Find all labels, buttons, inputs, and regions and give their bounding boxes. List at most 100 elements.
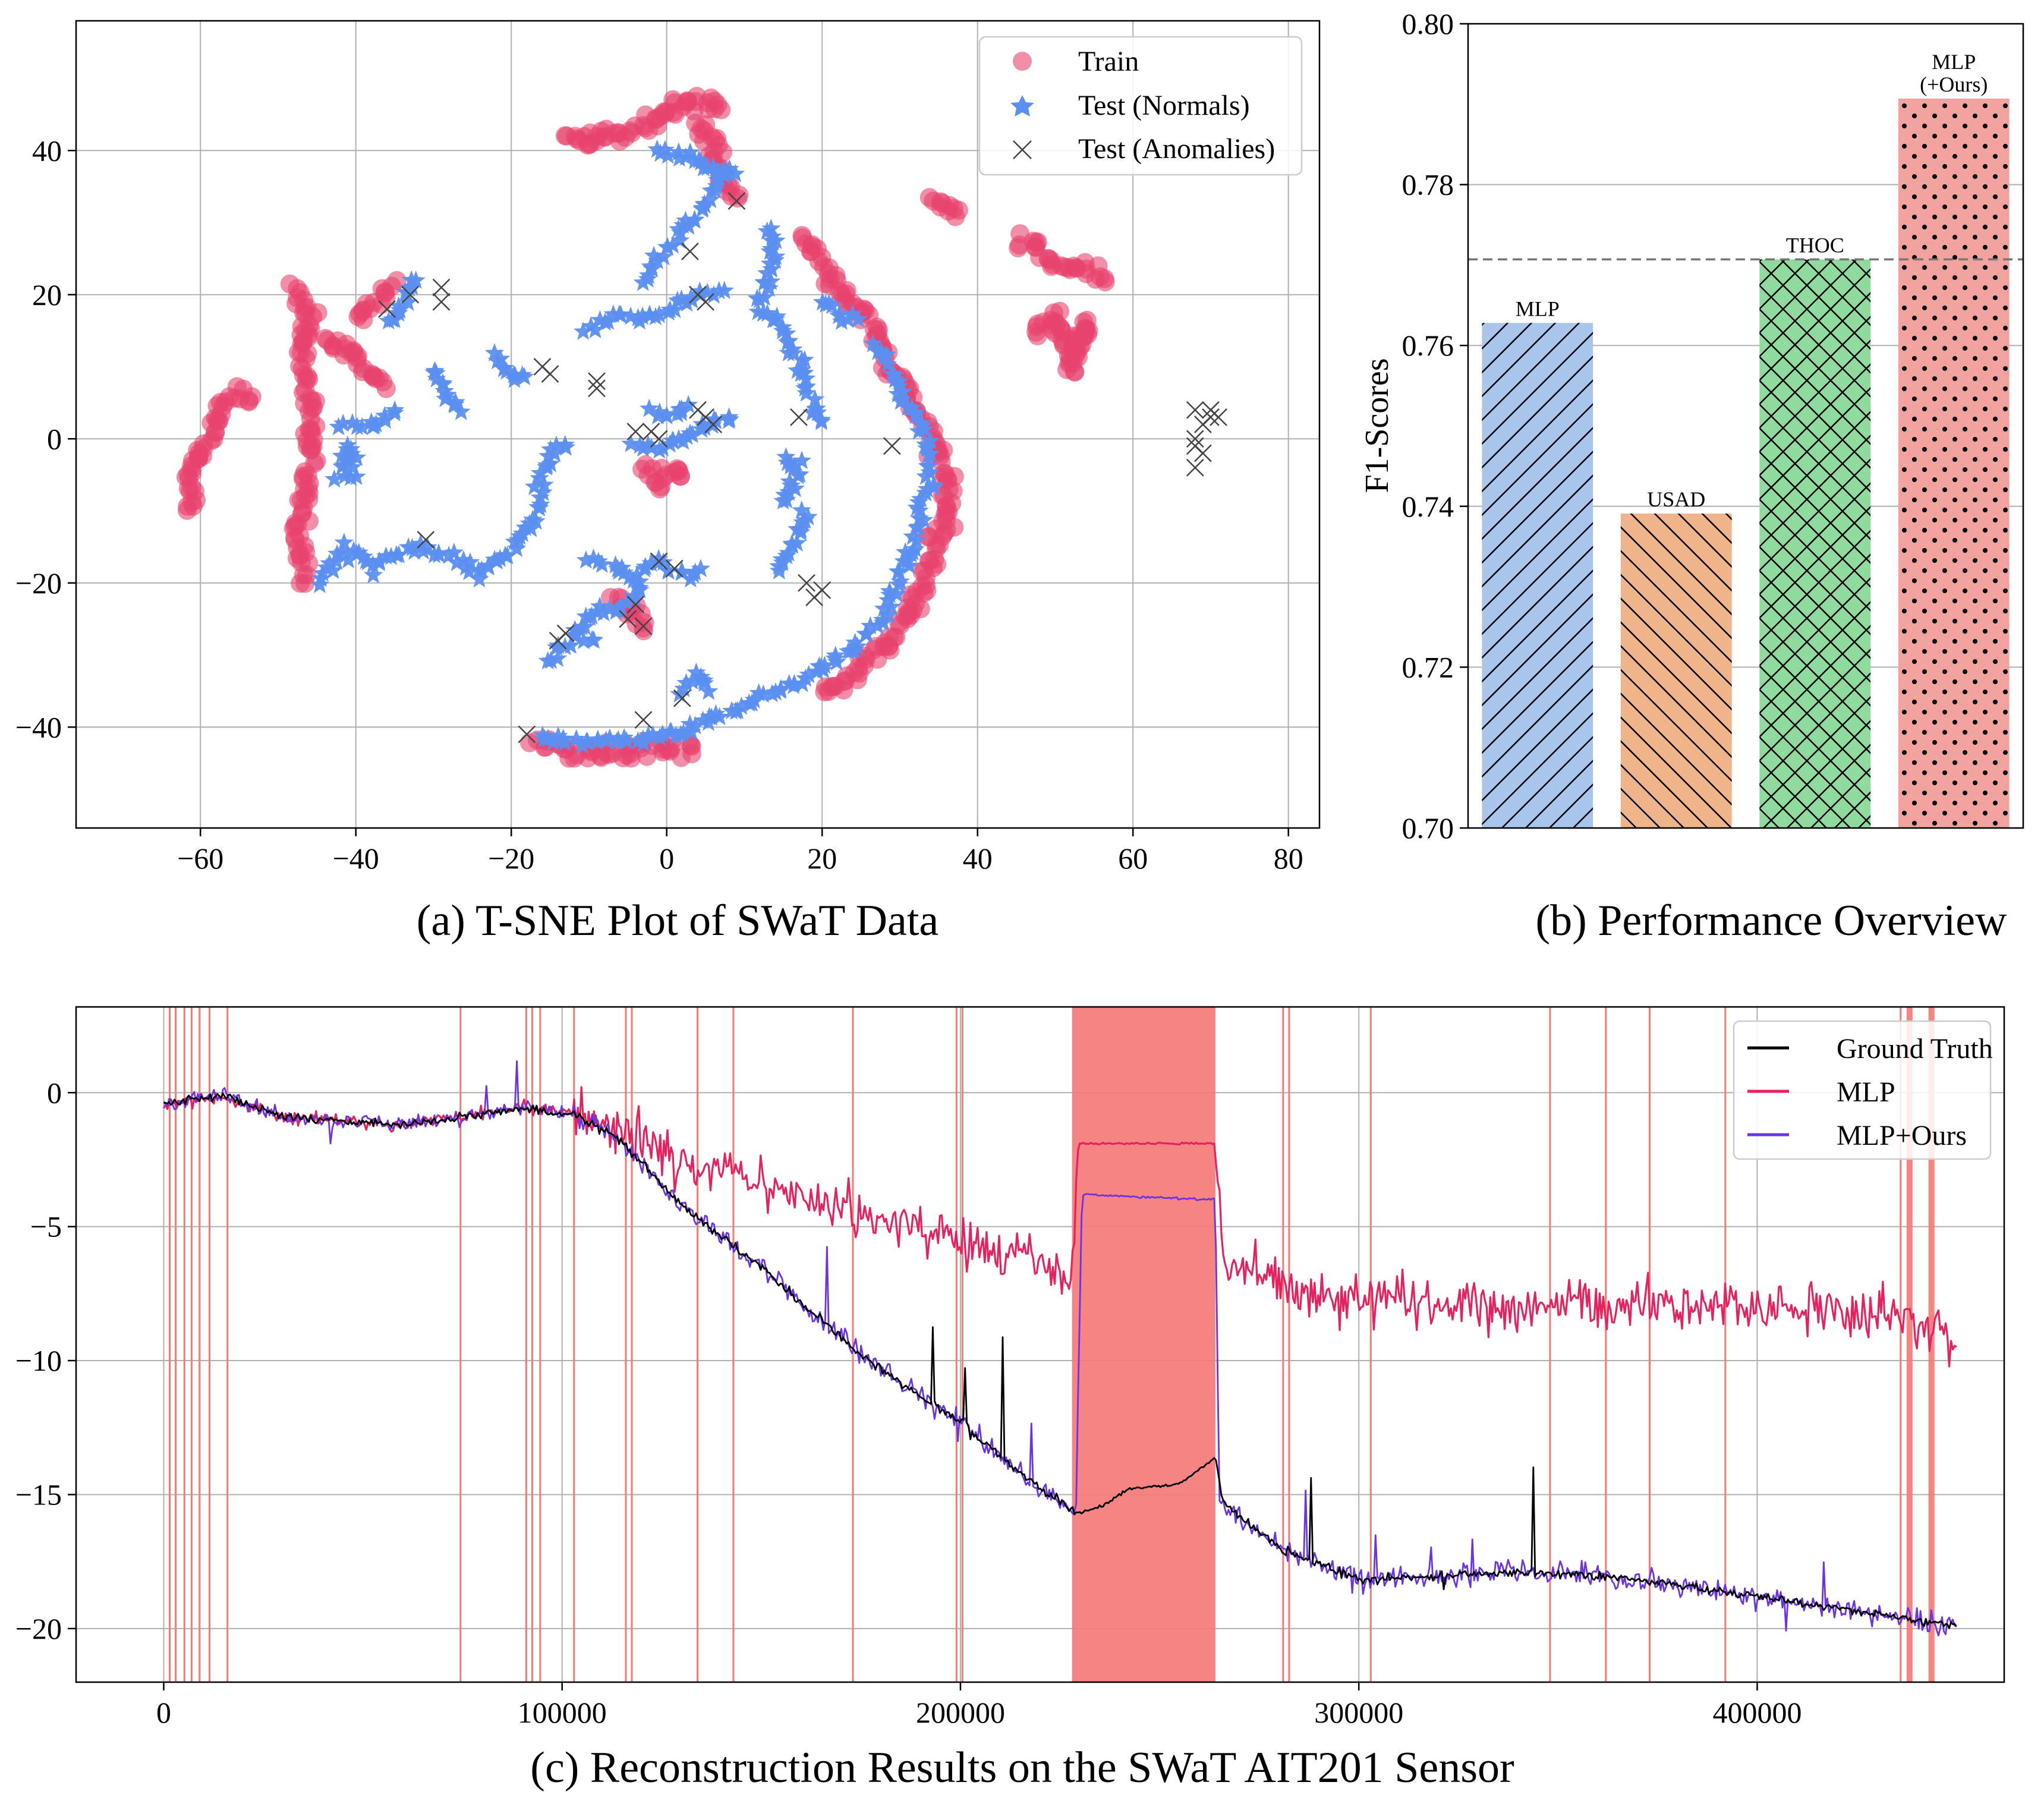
test-normal-point — [447, 553, 467, 571]
panel-c-legend: Ground Truth MLP MLP+Ours — [1733, 1020, 1993, 1160]
test-normal-point — [720, 409, 739, 428]
test-normal-point — [726, 163, 745, 182]
test-normal-point — [682, 671, 702, 690]
y-tick-label: 20 — [32, 278, 62, 311]
test-normal-point — [555, 637, 575, 656]
test-normal-point — [906, 405, 925, 424]
train-point — [711, 100, 731, 119]
test-normal-point — [792, 360, 812, 379]
test-normal-point — [832, 311, 852, 330]
legend-box — [1733, 1020, 1992, 1160]
test-normal-point — [434, 381, 454, 400]
train-point — [1057, 360, 1077, 379]
test-normal-point — [792, 500, 811, 519]
test-normal-point — [625, 588, 645, 607]
test-normal-point — [684, 565, 703, 584]
test-normal-point — [543, 732, 563, 751]
test-anomaly-point — [1186, 458, 1204, 477]
test-normal-point — [776, 447, 796, 465]
train-point — [288, 342, 308, 362]
test-normal-point — [783, 339, 803, 358]
x-tick-label: −20 — [488, 842, 534, 875]
panel-b-caption: (b) Performance Overview — [1535, 896, 2007, 945]
test-normal-point — [565, 626, 584, 645]
legend-ground-truth-label: Ground Truth — [1837, 1033, 1993, 1065]
panel-c-anomaly-regions — [169, 1007, 1935, 1682]
test-normal-point — [698, 158, 717, 176]
test-normal-point — [732, 696, 751, 715]
test-normal-point — [701, 181, 721, 199]
test-normal-point — [560, 635, 581, 654]
test-anomaly-point — [518, 725, 536, 744]
panel-a-legend: Train Test (Normals) Test (Anomalies) — [978, 36, 1303, 176]
test-normal-point — [389, 296, 408, 315]
test-normal-point — [531, 463, 550, 482]
test-normal-point — [761, 272, 781, 290]
legend-test-normals-label: Test (Normals) — [1078, 90, 1250, 121]
test-normal-point — [612, 558, 632, 577]
test-normal-point — [628, 731, 648, 750]
anomaly-region — [1072, 1007, 1215, 1682]
y-tick-label: −15 — [15, 1478, 62, 1511]
test-normal-point — [497, 546, 517, 565]
bar-label: (+Ours) — [1920, 73, 1988, 96]
test-normal-point — [635, 559, 654, 578]
test-normal-point — [917, 439, 937, 457]
test-normal-point — [658, 237, 678, 256]
test-normal-point — [666, 726, 686, 745]
test-normal-point — [333, 413, 353, 432]
test-normal-point — [653, 438, 673, 457]
test-normal-point — [921, 431, 940, 449]
test-normal-point — [429, 544, 449, 563]
test-normal-point — [490, 549, 510, 567]
test-normal-point — [358, 552, 377, 571]
y-tick-label: 40 — [32, 134, 62, 167]
test-normal-point — [693, 710, 713, 729]
test-anomaly-point — [697, 292, 714, 311]
test-normal-point — [669, 429, 689, 448]
test-normal-point — [747, 288, 767, 307]
test-normal-point — [796, 376, 817, 395]
test-normal-point — [402, 538, 422, 556]
test-normal-point — [650, 728, 670, 746]
test-normal-point — [757, 303, 777, 322]
bar-label: THOC — [1786, 233, 1844, 257]
test-normal-point — [682, 424, 702, 443]
test-normal-point — [515, 367, 534, 386]
y-tick-label: 0.78 — [1402, 168, 1454, 202]
train-point — [1043, 254, 1062, 274]
panel-b-ylabel: F1-Scores — [1359, 358, 1396, 493]
test-normal-point — [692, 414, 712, 433]
train-point — [634, 621, 653, 641]
test-normal-point — [791, 522, 811, 541]
test-normal-point — [327, 551, 347, 570]
test-normal-point — [334, 533, 354, 551]
test-normal-point — [718, 163, 738, 182]
test-normal-point — [761, 239, 782, 258]
test-anomaly-point — [432, 292, 451, 311]
test-normal-point — [916, 483, 936, 502]
test-normal-point — [505, 366, 525, 385]
test-normal-point — [436, 389, 455, 407]
y-tick-label: 0.76 — [1402, 329, 1454, 362]
test-normal-point — [822, 295, 842, 314]
test-normal-point — [779, 343, 798, 361]
test-normal-point — [878, 605, 899, 624]
test-anomaly-point — [626, 423, 645, 441]
test-normal-point — [459, 562, 479, 581]
test-normal-point — [657, 406, 676, 424]
test-normal-point — [686, 662, 706, 681]
test-normal-point — [484, 550, 505, 568]
test-normal-point — [714, 281, 734, 299]
test-normal-point — [754, 287, 774, 306]
test-anomaly-point — [1186, 401, 1204, 419]
test-normal-point — [584, 548, 603, 567]
test-normal-point — [765, 250, 785, 269]
test-normal-point — [845, 632, 865, 651]
train-point — [242, 387, 262, 407]
test-normal-point — [763, 310, 783, 329]
test-normal-point — [627, 565, 647, 584]
test-normal-point — [641, 256, 660, 275]
bar-hatch — [1482, 323, 1593, 828]
